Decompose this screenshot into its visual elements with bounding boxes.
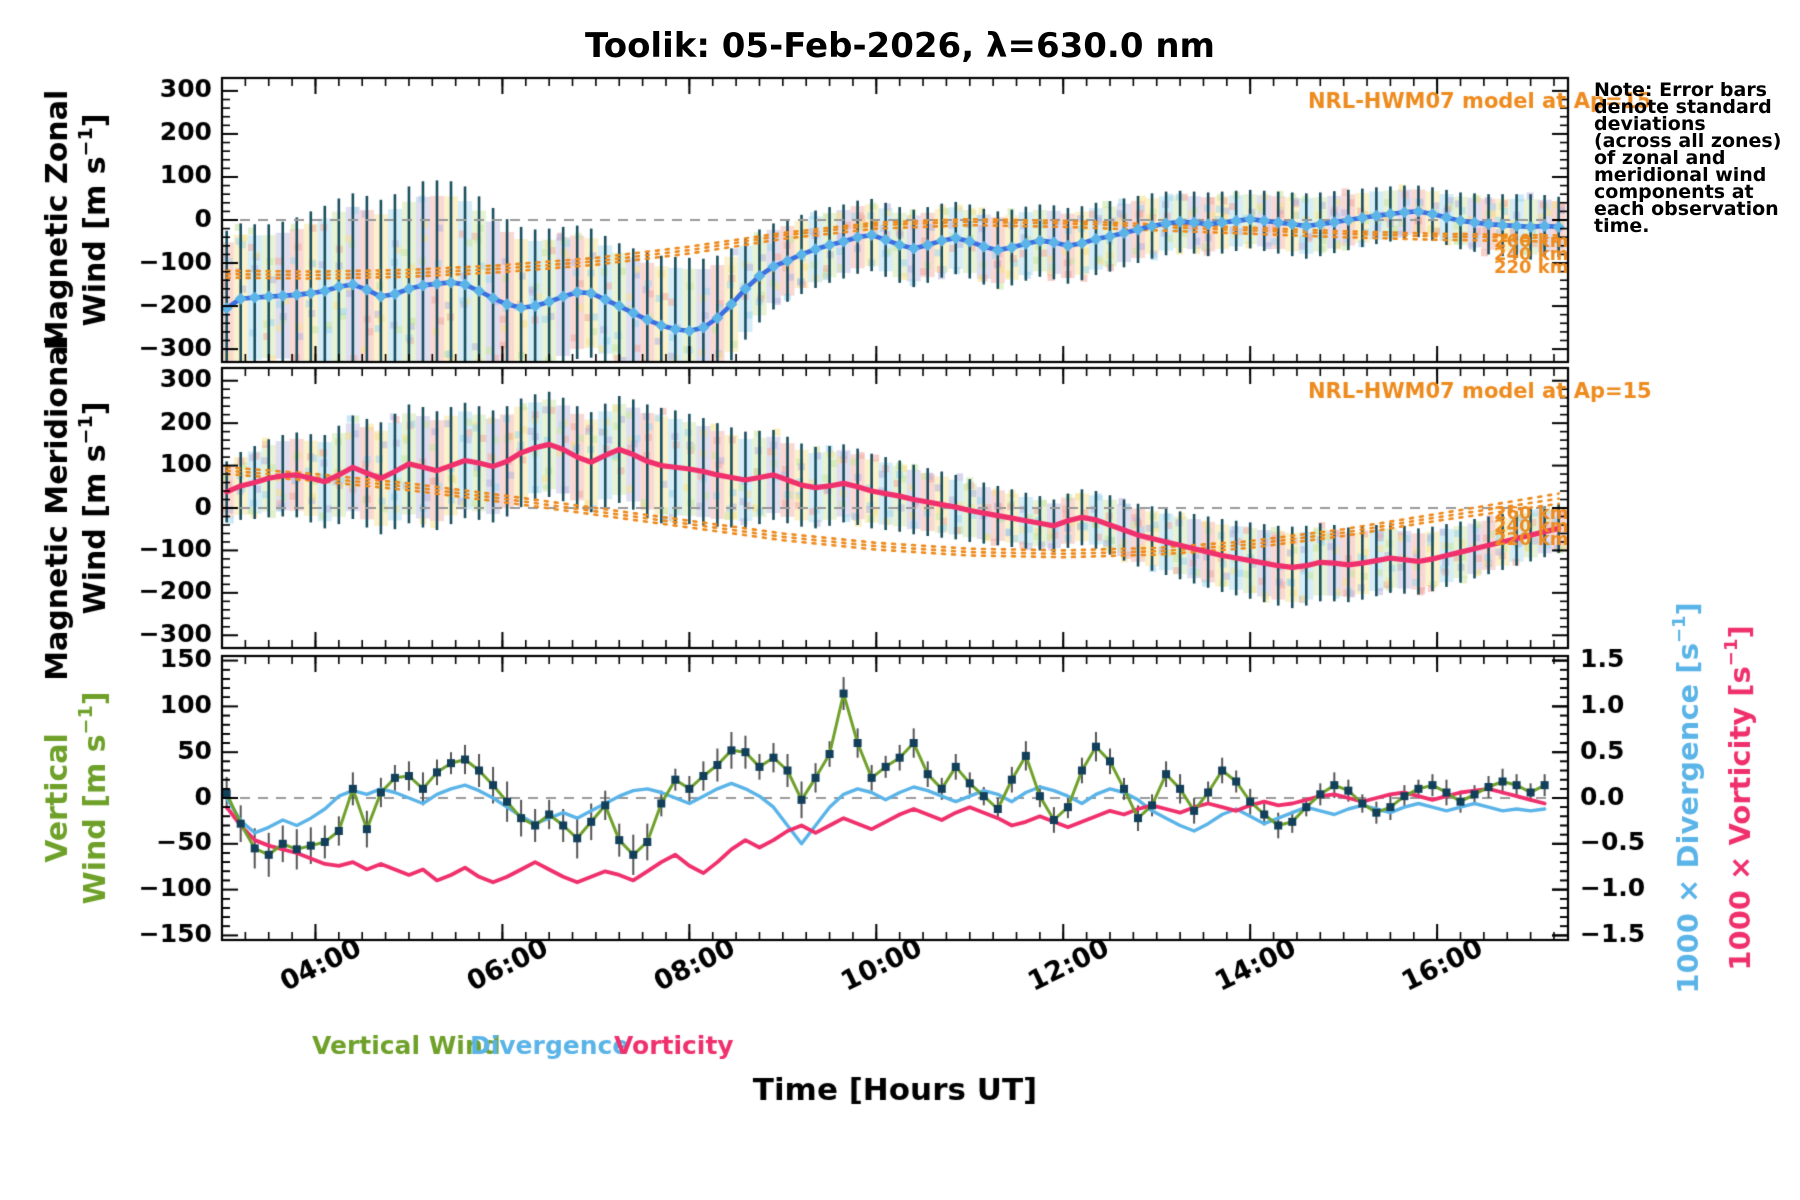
note-line: denote standard: [1594, 96, 1772, 118]
note-line: deviations: [1594, 113, 1706, 135]
note-line: each observation: [1594, 198, 1779, 220]
error-bar-note: Note: Error bars denote standard deviation…: [1594, 79, 1794, 237]
note-line: meridional wind: [1594, 164, 1767, 186]
page-title: Toolik: 05-Feb-2026, λ=630.0 nm: [585, 26, 1215, 66]
note-line: (across all zones): [1594, 130, 1782, 152]
note-line: Note: Error bars: [1594, 79, 1767, 101]
note-line: of zonal and: [1594, 147, 1726, 169]
note-line: components at: [1594, 181, 1754, 203]
note-line: time.: [1594, 215, 1650, 237]
